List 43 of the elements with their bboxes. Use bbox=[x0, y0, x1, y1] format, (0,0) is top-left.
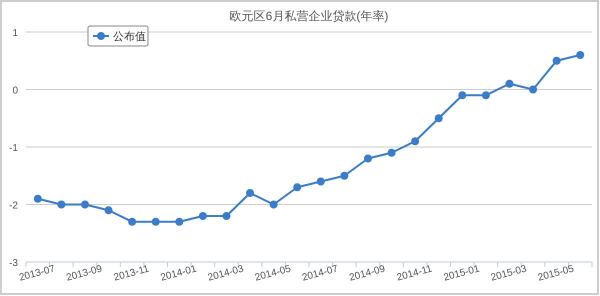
x-tick-label: 2013-09 bbox=[65, 263, 104, 284]
y-tick-label: -3 bbox=[9, 258, 18, 269]
point bbox=[198, 212, 207, 220]
point bbox=[482, 91, 490, 100]
point bbox=[152, 218, 160, 226]
y-tick-label: 0 bbox=[12, 86, 18, 96]
point bbox=[529, 86, 538, 94]
point bbox=[270, 200, 278, 208]
y-tick-label: 1 bbox=[12, 28, 18, 39]
point bbox=[434, 114, 443, 122]
point bbox=[222, 212, 230, 220]
x-tick-label: 2014-01 bbox=[159, 263, 198, 284]
point bbox=[104, 206, 113, 214]
x-tick-label: 2014-09 bbox=[348, 263, 387, 284]
point bbox=[34, 194, 42, 203]
x-tick-label: 2014-05 bbox=[254, 263, 293, 284]
point bbox=[576, 51, 584, 59]
point bbox=[458, 91, 466, 100]
x-tick-label: 2014-11 bbox=[396, 264, 434, 284]
point bbox=[175, 218, 184, 226]
point bbox=[340, 172, 348, 180]
point bbox=[293, 183, 302, 192]
x-tick-label: 2014-03 bbox=[206, 263, 246, 284]
x-tick-label: 2015-03 bbox=[490, 263, 528, 284]
point bbox=[364, 154, 372, 162]
point bbox=[128, 218, 136, 226]
point bbox=[411, 137, 420, 146]
x-tick-label: 2013-07 bbox=[18, 263, 57, 284]
point bbox=[57, 200, 66, 208]
x-tick-label: 2015-01 bbox=[442, 263, 482, 284]
point bbox=[80, 200, 89, 208]
chart-title: 欧元区6月私营企业贷款(年率) bbox=[230, 9, 388, 23]
point bbox=[316, 178, 325, 186]
point bbox=[388, 148, 396, 157]
point bbox=[505, 80, 514, 88]
point bbox=[246, 189, 254, 197]
y-tick-label: -1 bbox=[9, 143, 18, 154]
x-tick-label: 2015-05 bbox=[536, 263, 576, 284]
x-tick-label: 2013-11 bbox=[112, 264, 151, 284]
y-tick-label: -2 bbox=[9, 200, 18, 212]
x-tick-label: 2014-07 bbox=[300, 263, 340, 284]
legend-label: 公布值 bbox=[113, 31, 146, 43]
point bbox=[552, 56, 561, 65]
